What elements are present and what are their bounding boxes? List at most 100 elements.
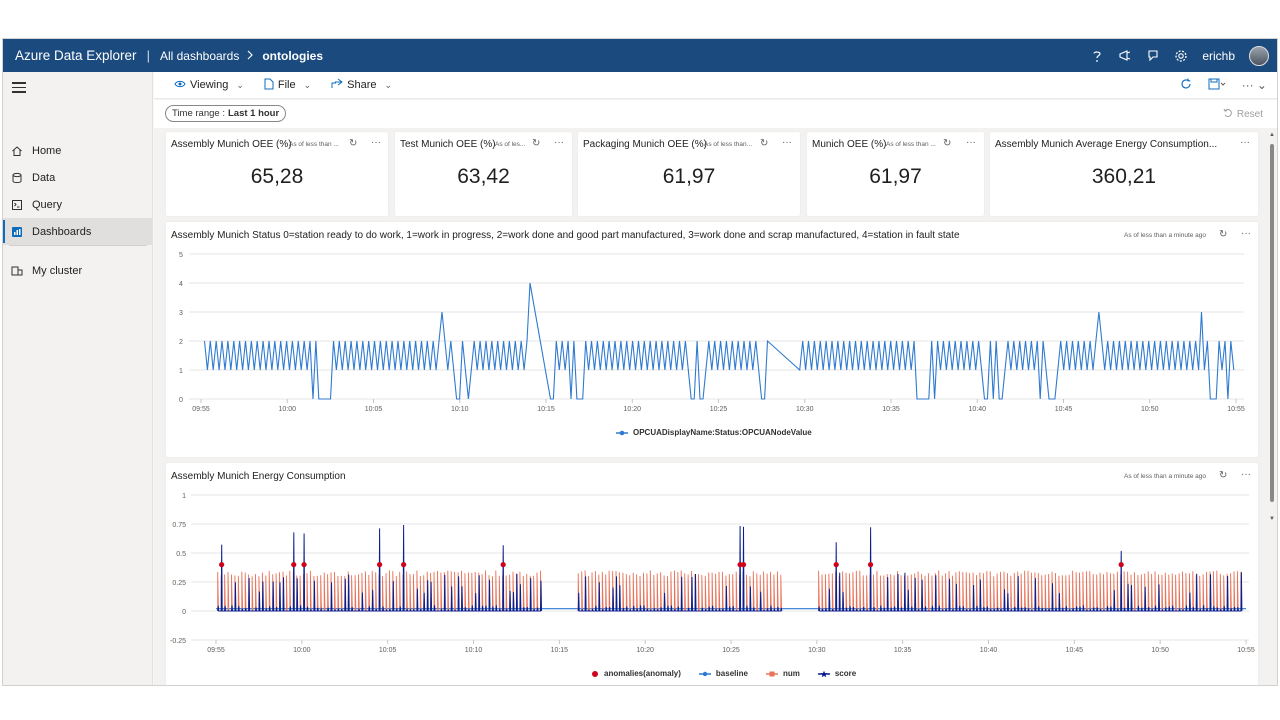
x-tick-label: 10:45 [1066,647,1084,654]
legend-dot-marker [592,670,598,677]
scroll-down-icon[interactable]: ▼ [1269,516,1275,522]
time-range-filter[interactable]: Time range : Last 1 hour [165,105,287,122]
refresh-icon[interactable]: ↻ [532,138,541,149]
sidebar-item-home[interactable]: Home [3,137,152,164]
cluster-icon [11,265,23,277]
anomaly-point [219,562,225,568]
legend-label: baseline [715,669,748,678]
refresh-icon[interactable]: ↻ [349,138,358,149]
refresh-icon[interactable]: ↻ [1219,470,1228,481]
more-icon[interactable]: ··· [371,137,381,148]
home-icon [11,145,23,157]
legend-label: anomalies(anomaly) [604,669,681,678]
x-tick-label: 09:55 [192,406,210,413]
more-icon[interactable]: ··· [1241,469,1251,480]
breadcrumb-all-dashboards[interactable]: All dashboards [159,48,240,63]
legend-label: num [782,669,800,678]
help-icon[interactable] [1090,49,1104,63]
energy-chart-tile: Assembly Munich Energy Consumption As of… [166,463,1258,685]
viewing-mode-button[interactable]: Viewing ⌄ [174,79,244,92]
kpi-tile-packaging-oee: Packaging Munich OEE (%) As of less than… [578,132,800,216]
more-icon[interactable]: ··· [1241,228,1251,239]
status-line-chart[interactable]: 0 1 2 3 4 5 09:55 10:00 10:05 10:10 10:15 10:20 10:2… [166,244,1258,444]
app-window: Azure Data Explorer | All dashboards ont… [2,38,1278,686]
legend-line-marker [765,671,778,676]
kpi-value: 63,42 [457,165,510,188]
x-tick-label: 10:15 [537,406,555,413]
notifications-icon[interactable] [1146,49,1160,63]
breadcrumb-chevron-icon [247,49,254,63]
refresh-icon[interactable]: ↻ [943,138,952,149]
legend-item[interactable]: score [817,669,856,678]
anomaly-point [301,562,307,568]
kpi-value: 65,28 [250,165,304,188]
more-icon[interactable]: ··· [1240,137,1250,148]
feedback-icon[interactable] [1118,49,1132,63]
data-icon [11,172,23,184]
viewing-label: Viewing [190,79,229,91]
legend-item[interactable]: num [765,669,800,678]
x-tick-label: 10:30 [808,647,826,654]
sidebar-item-my-cluster[interactable]: My cluster [3,257,152,284]
energy-line-chart[interactable]: -0.25 0 0.25 0.5 0.75 1 09:55 10:00 10:05 10:10 10… [166,485,1258,665]
refresh-icon[interactable]: ↻ [760,138,769,149]
top-bar-actions: erichb [1090,45,1269,66]
kpi-asof: As of less than ... [289,141,339,148]
vertical-scrollbar[interactable]: ▲ ▼ [1269,132,1275,532]
sidebar-item-dashboards[interactable]: Dashboards [3,218,152,245]
refresh-icon[interactable]: ↻ [1219,229,1228,240]
anomaly-point [740,562,747,568]
chevron-down-icon: ⌄ [236,79,244,90]
chevron-down-icon: ⌄ [303,79,312,90]
chart-asof: As of less than a minute ago [1124,473,1207,480]
user-name[interactable]: erichb [1202,48,1235,63]
chart-title: Assembly Munich Status 0=station ready t… [171,230,960,241]
sidebar-item-label: Home [32,144,62,157]
toolbar-right-actions: ··· ⌄ [1180,78,1267,93]
x-tick-label: 10:05 [365,406,383,413]
avatar[interactable] [1249,45,1269,66]
x-tick-label: 10:40 [980,647,998,654]
sidebar-item-label: Data [32,171,56,184]
x-tick-label: 10:50 [1151,647,1169,654]
kpi-title: Test Munich OEE (%) [400,139,496,150]
save-icon[interactable] [1208,78,1226,93]
scrollbar-thumb[interactable] [1270,144,1274,502]
sidebar-divider [9,245,147,246]
kpi-asof: As of less than... [704,141,752,148]
sidebar-item-data[interactable]: Data [3,164,152,191]
menu-icon[interactable] [12,82,26,96]
file-label: File [277,79,296,91]
dashboard-toolbar: Viewing ⌄ File ⌄ Share ⌄ ··· ⌄ [154,72,1277,99]
y-tick-label: 0 [182,609,186,616]
anomaly-point [867,562,874,568]
settings-icon[interactable] [1174,49,1188,63]
more-icon[interactable]: ··· ⌄ [1241,78,1267,92]
series-line-status [203,282,1235,400]
more-icon[interactable]: ··· [966,137,976,148]
refresh-icon[interactable] [1180,78,1192,93]
y-tick-label: 2 [179,339,183,346]
more-icon[interactable]: ··· [554,137,564,148]
share-menu-button[interactable]: Share ⌄ [331,78,392,92]
chart-asof: As of less than a minute ago [1124,232,1207,239]
x-tick-label: 10:20 [623,406,641,413]
energy-chart-legend: anomalies(anomaly) baseline num score [591,669,856,678]
app-title[interactable]: Azure Data Explorer [15,48,137,63]
time-range-value: Last 1 hour [227,108,280,119]
anomaly-point [1118,562,1124,568]
more-icon[interactable]: ··· [782,137,792,148]
kpi-title: Packaging Munich OEE (%) [583,139,707,150]
sidebar-item-query[interactable]: Query [3,191,152,218]
legend-item[interactable]: baseline [698,669,748,678]
x-tick-label: 10:55 [1237,647,1255,654]
kpi-tile-assembly-oee: Assembly Munich OEE (%) As of less than … [166,132,388,216]
file-menu-button[interactable]: File ⌄ [264,78,311,93]
legend-item[interactable]: anomalies(anomaly) [591,669,681,678]
scroll-up-icon[interactable]: ▲ [1269,132,1275,138]
query-icon [11,199,23,211]
reset-button[interactable]: Reset [1223,108,1263,121]
kpi-title: Assembly Munich OEE (%) [171,139,292,150]
legend-item[interactable]: OPCUADisplayName:Status:OPCUANodeValue [616,428,812,437]
x-tick-label: 10:15 [551,647,569,654]
